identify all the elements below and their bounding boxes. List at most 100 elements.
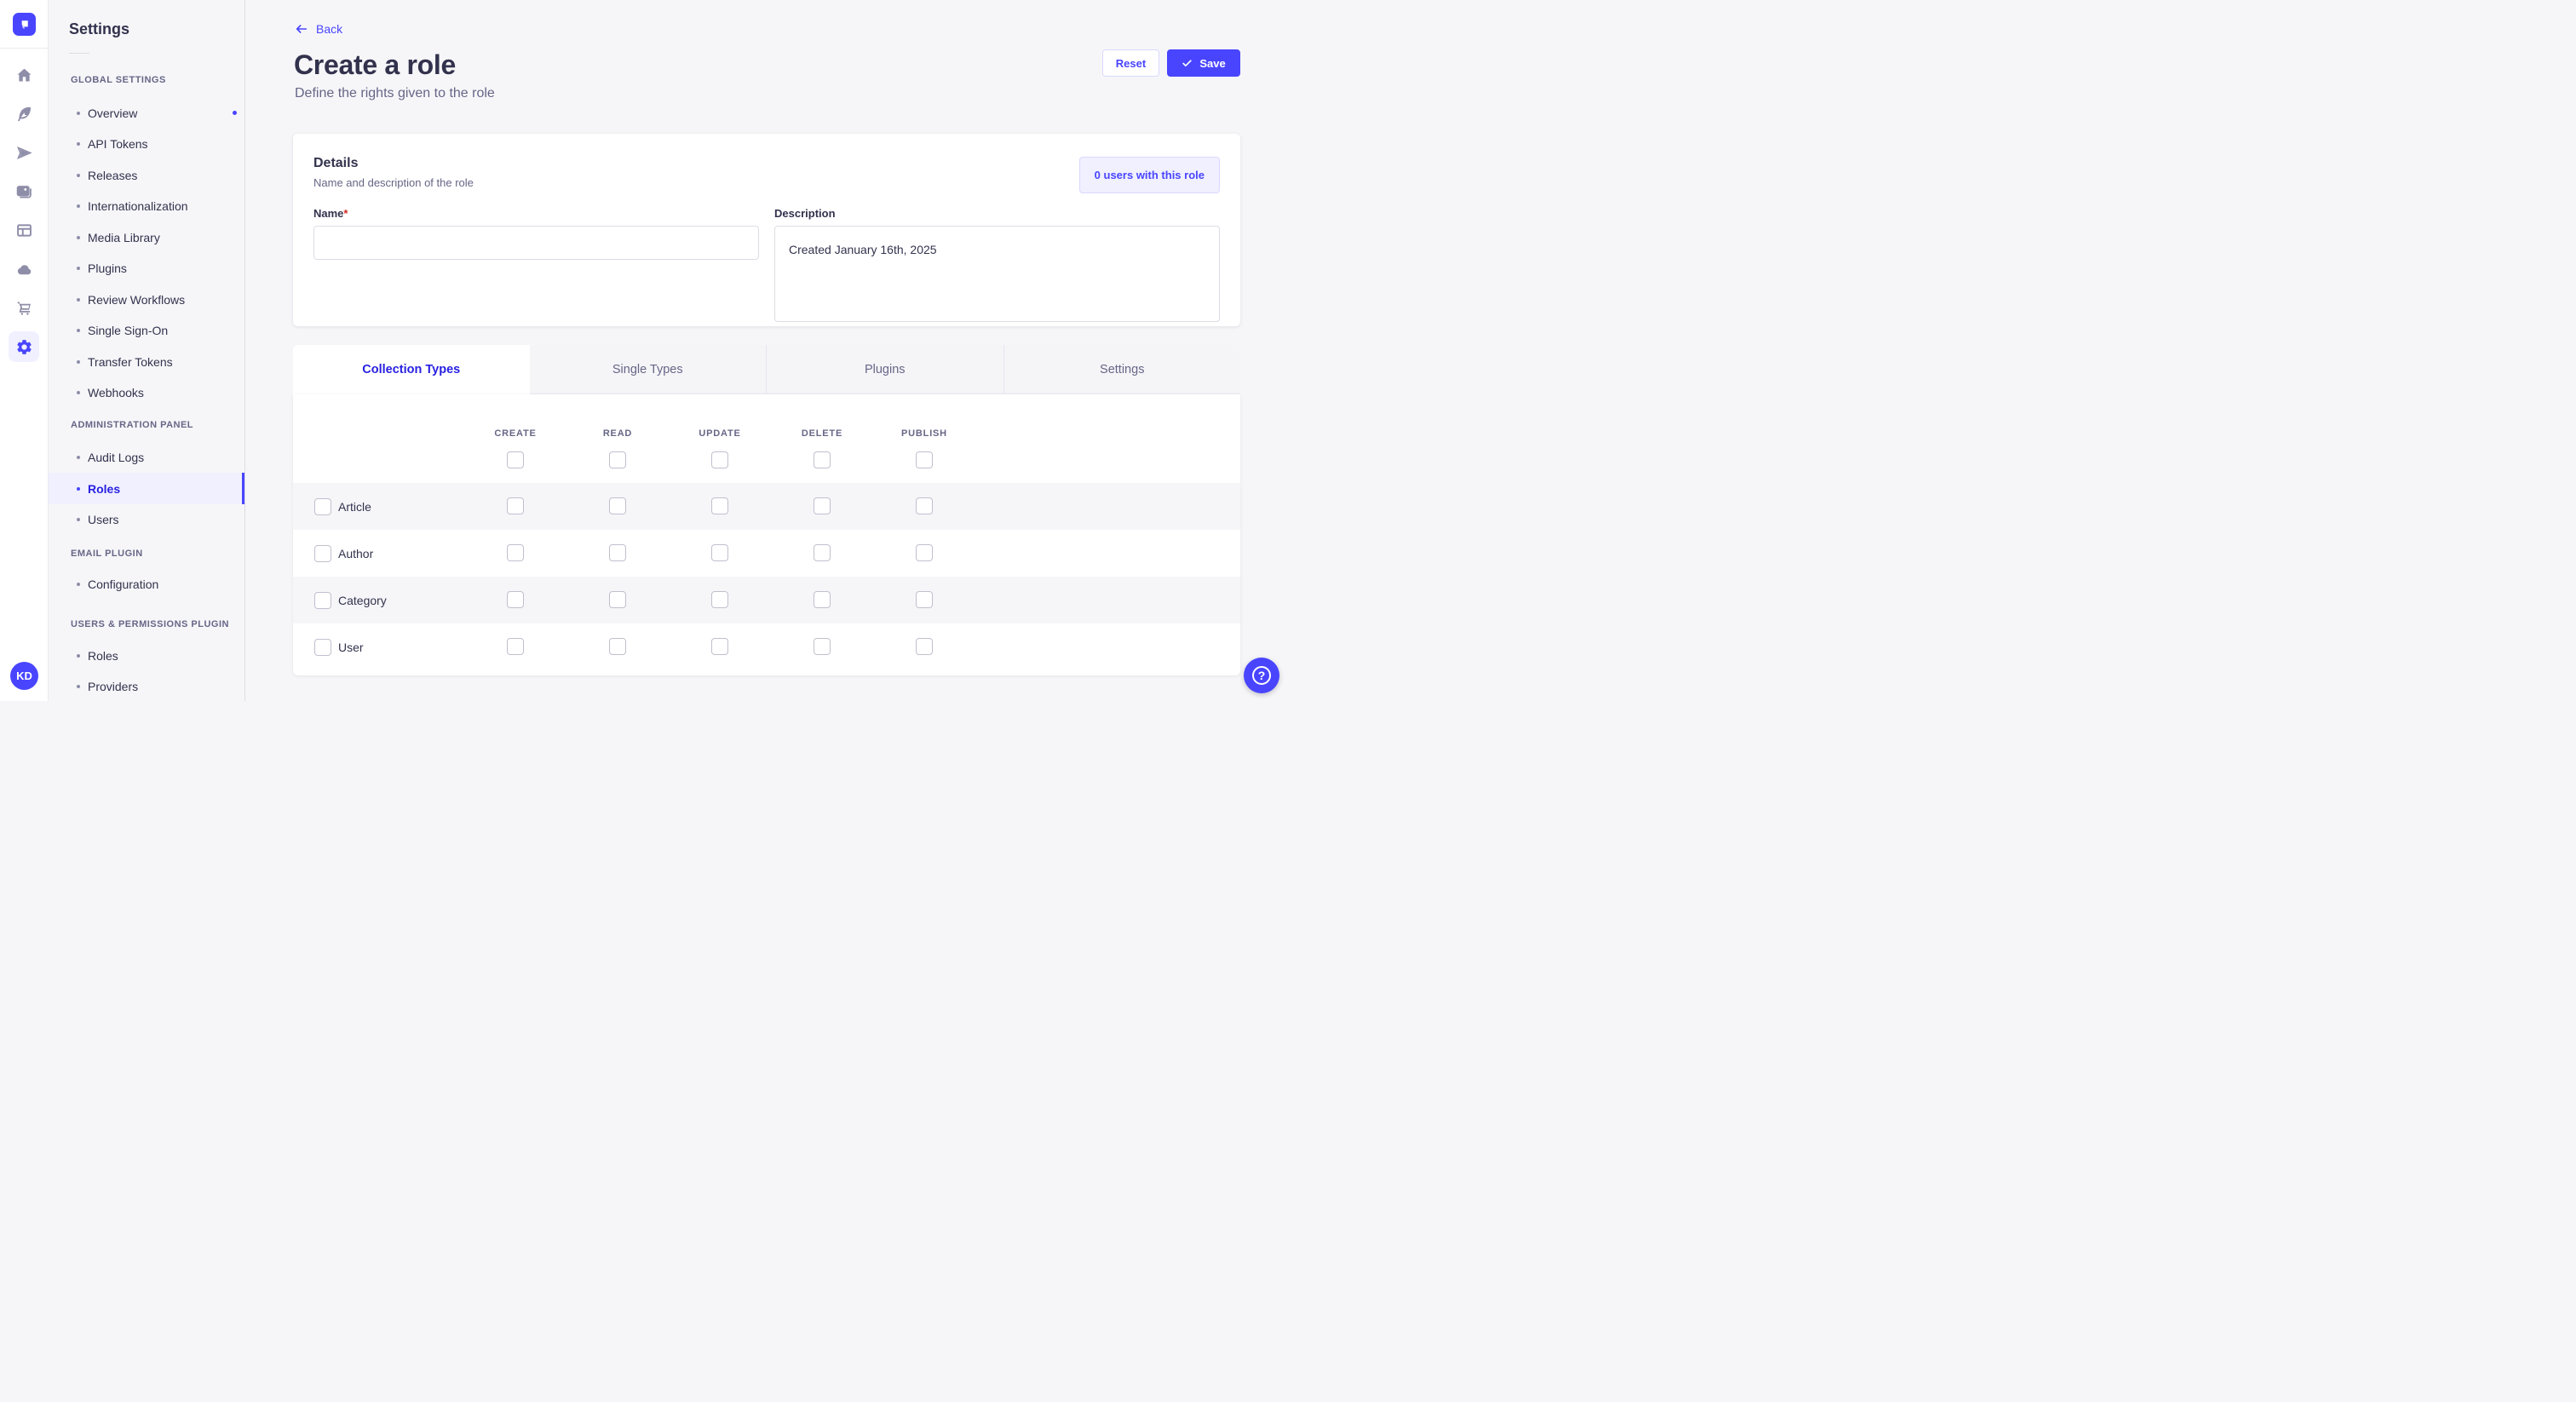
cloud-icon[interactable] <box>9 254 39 284</box>
sidebar-item-review-workflows[interactable]: Review Workflows <box>49 284 244 315</box>
permissions-panel: Collection Types Single Types Plugins Se… <box>293 345 1240 675</box>
description-field-group: Description Created January 16th, 2025 <box>774 207 1220 322</box>
user-update-checkbox[interactable] <box>711 638 728 655</box>
author-update-checkbox[interactable] <box>711 544 728 561</box>
back-link[interactable]: Back <box>295 22 342 36</box>
header-actions: Reset Save <box>1102 49 1240 77</box>
users-with-role-badge[interactable]: 0 users with this role <box>1078 157 1220 193</box>
reset-button[interactable]: Reset <box>1102 49 1159 77</box>
user-create-checkbox[interactable] <box>507 638 524 655</box>
article-read-checkbox[interactable] <box>609 497 626 514</box>
article-create-checkbox[interactable] <box>507 497 524 514</box>
category-update-checkbox[interactable] <box>711 591 728 608</box>
sidebar-item-users[interactable]: Users <box>49 503 244 535</box>
author-delete-checkbox[interactable] <box>814 544 831 561</box>
user-read-checkbox[interactable] <box>609 638 626 655</box>
save-button[interactable]: Save <box>1167 49 1240 77</box>
media-library-icon[interactable] <box>9 176 39 207</box>
arrow-left-icon <box>296 25 308 33</box>
row-select-checkbox[interactable] <box>314 591 331 609</box>
user-publish-checkbox[interactable] <box>916 638 933 655</box>
bullet-icon <box>77 455 80 459</box>
bullet-icon <box>77 173 80 177</box>
sidebar-item-media-library[interactable]: Media Library <box>49 221 244 253</box>
strapi-logo-icon <box>21 20 28 30</box>
article-delete-checkbox[interactable] <box>814 497 831 514</box>
settings-sidebar: Settings GLOBAL SETTINGS Overview API To… <box>49 0 245 701</box>
sidebar-item-plugins[interactable]: Plugins <box>49 252 244 284</box>
tab-plugins[interactable]: Plugins <box>766 345 1003 394</box>
sidebar-item-releases[interactable]: Releases <box>49 159 244 191</box>
column-header-update: UPDATE <box>699 428 741 439</box>
sidebar-item-overview[interactable]: Overview <box>49 97 244 129</box>
sidebar-item-single-sign-on[interactable]: Single Sign-On <box>49 314 244 346</box>
details-subtitle: Name and description of the role <box>313 176 474 189</box>
description-label: Description <box>774 207 836 220</box>
marketplace-cart-icon[interactable] <box>9 292 39 323</box>
sidebar-divider <box>69 53 89 54</box>
row-select-checkbox[interactable] <box>314 497 331 515</box>
bullet-icon <box>77 297 80 302</box>
sidebar-item-transfer-tokens[interactable]: Transfer Tokens <box>49 346 244 377</box>
select-all-update-checkbox[interactable] <box>711 451 728 468</box>
bullet-icon <box>77 328 80 332</box>
row-label: Category <box>338 593 387 607</box>
category-delete-checkbox[interactable] <box>814 591 831 608</box>
rail-divider <box>0 48 48 49</box>
sidebar-item-providers[interactable]: Providers <box>49 670 244 702</box>
author-read-checkbox[interactable] <box>609 544 626 561</box>
row-select-checkbox[interactable] <box>314 544 331 562</box>
sidebar-item-roles-up[interactable]: Roles <box>49 640 244 671</box>
check-icon <box>1182 59 1192 66</box>
category-create-checkbox[interactable] <box>507 591 524 608</box>
select-all-read-checkbox[interactable] <box>609 451 626 468</box>
category-read-checkbox[interactable] <box>609 591 626 608</box>
bullet-icon <box>77 390 80 394</box>
article-update-checkbox[interactable] <box>711 497 728 514</box>
sidebar-item-webhooks[interactable]: Webhooks <box>49 376 244 408</box>
bullet-icon <box>77 653 80 658</box>
tab-single-types[interactable]: Single Types <box>529 345 766 394</box>
sidebar-item-roles-admin[interactable]: Roles <box>49 473 244 504</box>
help-button[interactable]: ? <box>1244 658 1279 693</box>
section-global-settings: GLOBAL SETTINGS <box>71 75 166 85</box>
nav-rail: KD <box>0 0 49 701</box>
name-input[interactable] <box>313 226 759 260</box>
bullet-icon <box>77 141 80 146</box>
sidebar-item-api-tokens[interactable]: API Tokens <box>49 128 244 159</box>
settings-gear-icon[interactable] <box>9 331 39 362</box>
content-type-builder-icon[interactable] <box>9 215 39 245</box>
details-title: Details <box>313 156 359 170</box>
tab-strip: Collection Types Single Types Plugins Se… <box>293 345 1240 394</box>
category-publish-checkbox[interactable] <box>916 591 933 608</box>
bullet-icon <box>77 486 80 491</box>
user-delete-checkbox[interactable] <box>814 638 831 655</box>
tab-settings[interactable]: Settings <box>1003 345 1240 394</box>
author-create-checkbox[interactable] <box>507 544 524 561</box>
author-publish-checkbox[interactable] <box>916 544 933 561</box>
article-publish-checkbox[interactable] <box>916 497 933 514</box>
section-users-permissions-plugin: USERS & PERMISSIONS PLUGIN <box>71 619 229 629</box>
select-all-create-checkbox[interactable] <box>507 451 524 468</box>
description-textarea[interactable]: Created January 16th, 2025 <box>774 226 1220 322</box>
sidebar-item-internationalization[interactable]: Internationalization <box>49 190 244 221</box>
column-header-read: READ <box>602 428 633 439</box>
avatar[interactable]: KD <box>10 662 38 690</box>
sidebar-item-audit-logs[interactable]: Audit Logs <box>49 441 244 473</box>
release-paper-plane-icon[interactable] <box>9 137 39 168</box>
select-all-publish-checkbox[interactable] <box>916 451 933 468</box>
tab-collection-types[interactable]: Collection Types <box>293 345 530 394</box>
row-select-checkbox[interactable] <box>314 638 331 656</box>
bullet-icon <box>77 204 80 208</box>
content-feather-icon[interactable] <box>9 98 39 129</box>
section-email-plugin: EMAIL PLUGIN <box>71 549 143 559</box>
home-icon[interactable] <box>9 60 39 90</box>
strapi-logo[interactable] <box>13 13 36 36</box>
details-card: Details Name and description of the role… <box>293 134 1240 326</box>
required-asterisk: * <box>343 207 348 220</box>
bullet-icon <box>77 359 80 364</box>
bullet-icon <box>77 517 80 521</box>
sidebar-item-configuration[interactable]: Configuration <box>49 568 244 600</box>
table-row-author: Author <box>293 530 1240 577</box>
select-all-delete-checkbox[interactable] <box>814 451 831 468</box>
